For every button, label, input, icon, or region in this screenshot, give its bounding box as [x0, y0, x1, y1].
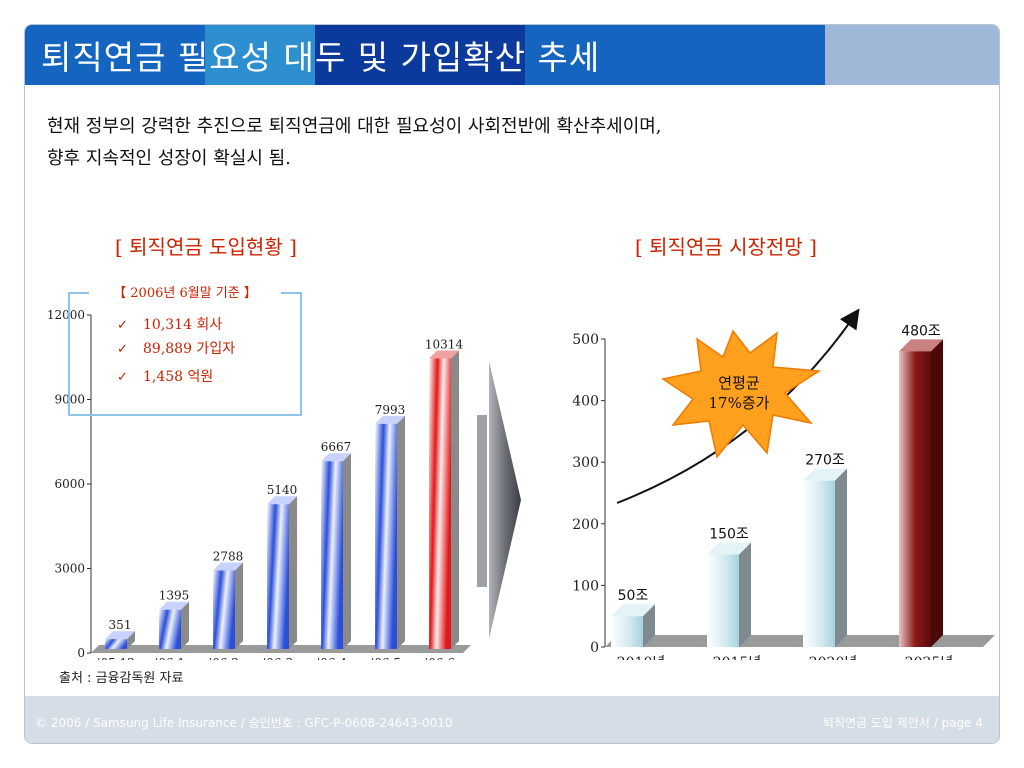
legend-box: 【 2006년 6월말 기준 】 ✓ 10,314 회사 ✓ 89,889 가입…: [68, 286, 302, 416]
legend-item-subscribers: 89,889 가입자: [143, 341, 235, 357]
burst-line-2: 17%증가: [709, 394, 770, 412]
bar-data-label: 2788: [213, 549, 244, 563]
bar: [429, 358, 451, 649]
source-note: 출처 : 금융감독원 자료: [59, 671, 184, 686]
bar-data-label: 6667: [321, 440, 352, 454]
x-tick-label: '06.1: [155, 656, 185, 660]
page-title: 퇴직연금 필요성 대두 및 가입확산 추세: [41, 38, 601, 77]
check-mark-icon: ✓: [117, 370, 128, 385]
bar: [899, 351, 931, 647]
bar-top: [803, 468, 847, 481]
bar: [707, 554, 739, 647]
y-tick-label: 0: [77, 646, 85, 660]
x-tick-label: '05.12: [97, 656, 135, 660]
y-tick-label: 300: [572, 455, 599, 471]
y-tick-label: 400: [572, 394, 599, 410]
check-mark-icon: ✓: [117, 342, 128, 357]
y-tick-label: 200: [572, 517, 599, 533]
bar-top: [267, 496, 297, 505]
bar-data-label: 1395: [159, 589, 190, 603]
bar-data-label: 270조: [805, 453, 845, 469]
y-tick-label: 500: [572, 332, 599, 348]
bar-side: [643, 604, 655, 647]
growth-burst-badge: 연평균 17%증가: [661, 329, 822, 459]
bar-data-label: 480조: [901, 323, 941, 339]
footer-copyright: © 2006 / Samsung Life Insurance / 승인번호 :…: [35, 716, 453, 730]
bar-data-label: 50조: [618, 588, 649, 604]
bar-data-label: 5140: [267, 483, 298, 497]
x-tick-label: 2015년: [713, 655, 762, 660]
bar-data-label: 150조: [709, 527, 749, 543]
bar: [159, 609, 181, 649]
x-tick-label: '06.5: [371, 656, 401, 660]
bar-data-label: 10314: [425, 337, 464, 351]
legend-item-companies: 10,314 회사: [143, 317, 222, 333]
check-mark-icon: ✓: [117, 318, 128, 333]
footer: © 2006 / Samsung Life Insurance / 승인번호 :…: [25, 696, 999, 743]
slide-frame: 퇴직연금 필요성 대두 및 가입확산 추세 현재 정부의 강력한 추진으로 퇴직…: [24, 24, 1000, 744]
intro-text: 현재 정부의 강력한 추진으로 퇴직연금에 대한 필요성이 사회전반에 확산추세…: [47, 111, 662, 175]
legend-header: 【 2006년 6월말 기준 】: [113, 286, 257, 301]
bar: [611, 616, 643, 647]
footer-page-info: 퇴직연금 도입 제안서 / page 4: [822, 716, 983, 730]
bar: [105, 639, 127, 649]
y-tick-label: 3000: [54, 562, 85, 576]
bar-side: [451, 350, 459, 649]
x-tick-label: '06.2: [209, 656, 239, 660]
bar-top: [105, 631, 135, 640]
bar-top: [429, 350, 459, 359]
bar-side: [235, 562, 243, 649]
bar-side: [739, 542, 751, 647]
right-section-title: [ 퇴직연금 시장전망 ]: [635, 235, 817, 259]
bar-data-label: 7993: [375, 403, 406, 417]
bar-side: [397, 415, 405, 649]
bar-side: [931, 339, 943, 647]
bar-top: [159, 601, 189, 610]
bar: [803, 480, 835, 647]
left-section-title: [ 퇴직연금 도입현황 ]: [115, 235, 297, 259]
bar-side: [181, 601, 189, 649]
x-tick-label: '06.4: [317, 656, 347, 660]
y-tick-label: 12000: [47, 308, 85, 322]
bar-side: [289, 496, 297, 649]
x-tick-label: 2025년: [905, 655, 954, 660]
bar-top: [375, 415, 405, 424]
bar-data-label: 351: [109, 618, 132, 632]
legend-item-amount: 1,458 억원: [143, 369, 213, 385]
y-tick-label: 100: [572, 578, 599, 594]
title-bar: 퇴직연금 필요성 대두 및 가입확산 추세: [25, 25, 999, 85]
right-bar-chart: 0 100 200 300 400 500 50조 2010년 150조 2015년 270조 20…: [572, 308, 995, 660]
chart-floor: [605, 635, 995, 647]
bar-top: [707, 542, 751, 555]
bar: [267, 504, 289, 649]
burst-line-1: 연평균: [718, 374, 760, 392]
bar: [213, 570, 235, 649]
bar-side: [343, 453, 351, 649]
x-tick-label: 2020년: [809, 655, 858, 660]
bar-top: [321, 453, 351, 462]
x-tick-label: 2010년: [617, 655, 666, 660]
bar-top: [213, 562, 243, 571]
right-arrow-icon: [477, 361, 521, 639]
bar: [375, 423, 397, 649]
y-tick-label: 6000: [54, 477, 85, 491]
bar: [321, 461, 343, 649]
intro-line-2: 향후 지속적인 성장이 확실시 됨.: [47, 148, 291, 169]
intro-line-1: 현재 정부의 강력한 추진으로 퇴직연금에 대한 필요성이 사회전반에 확산추세…: [47, 116, 662, 137]
bar-side: [835, 468, 847, 647]
bar-top: [611, 604, 655, 617]
bar-top: [899, 339, 943, 352]
y-tick-label: 0: [590, 640, 599, 656]
bar-side: [127, 631, 135, 649]
x-tick-label: '06.6: [425, 656, 455, 660]
x-tick-label: '06.3: [263, 656, 293, 660]
